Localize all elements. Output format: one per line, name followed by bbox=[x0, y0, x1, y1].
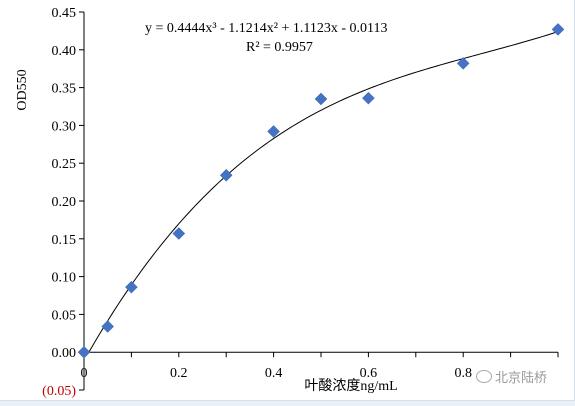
x-tick-label: 0.4 bbox=[265, 366, 283, 381]
data-point bbox=[125, 280, 138, 294]
data-point bbox=[77, 345, 91, 359]
axes bbox=[79, 11, 559, 391]
data-point bbox=[219, 168, 233, 182]
data-points bbox=[77, 23, 565, 359]
y-tick-label: 0.25 bbox=[52, 157, 77, 172]
data-point bbox=[362, 91, 375, 105]
y-tick-label: 0.15 bbox=[52, 233, 77, 248]
trendline bbox=[88, 31, 559, 352]
trendline-equation: y = 0.4444x³ - 1.1214x² + 1.1123x - 0.01… bbox=[145, 21, 387, 36]
y-tick-label: 0.05 bbox=[52, 308, 77, 323]
x-axis-label: 叶酸浓度ng/mL bbox=[304, 378, 397, 394]
data-point bbox=[456, 57, 470, 70]
x-axis-tick-labels: 00.20.40.60.8 bbox=[81, 366, 472, 381]
x-tick-label: 0.6 bbox=[360, 366, 378, 381]
y-tick-label: 0.10 bbox=[52, 271, 77, 286]
y-axis-tick-labels: 0.45 0.40 0.35 0.30 0.25 0.20 0.15 0.10 0.05 0.00… bbox=[42, 6, 76, 399]
y-tick-label: 0.20 bbox=[52, 195, 77, 210]
y-tick-label: 0.00 bbox=[52, 346, 77, 361]
data-point bbox=[172, 227, 186, 240]
x-tick-label: 0.8 bbox=[454, 366, 472, 381]
r-squared-label: R² = 0.9957 bbox=[246, 40, 313, 55]
y-axis-label: OD550 bbox=[15, 69, 30, 110]
data-point bbox=[314, 92, 328, 106]
x-tick-label: 0.2 bbox=[170, 366, 188, 381]
y-tick-label: 0.45 bbox=[52, 6, 77, 21]
y-tick-label: 0.30 bbox=[52, 119, 77, 134]
data-point bbox=[267, 125, 280, 138]
wechat-icon bbox=[476, 370, 492, 383]
data-point bbox=[101, 320, 115, 333]
y-tick-label: 0.40 bbox=[52, 44, 77, 59]
watermark-text: 北京陆桥 bbox=[495, 371, 548, 386]
y-tick-label: (0.05) bbox=[42, 384, 76, 399]
watermark: 北京陆桥 bbox=[476, 367, 547, 386]
y-tick-label: 0.35 bbox=[52, 82, 77, 97]
data-point bbox=[551, 23, 565, 36]
